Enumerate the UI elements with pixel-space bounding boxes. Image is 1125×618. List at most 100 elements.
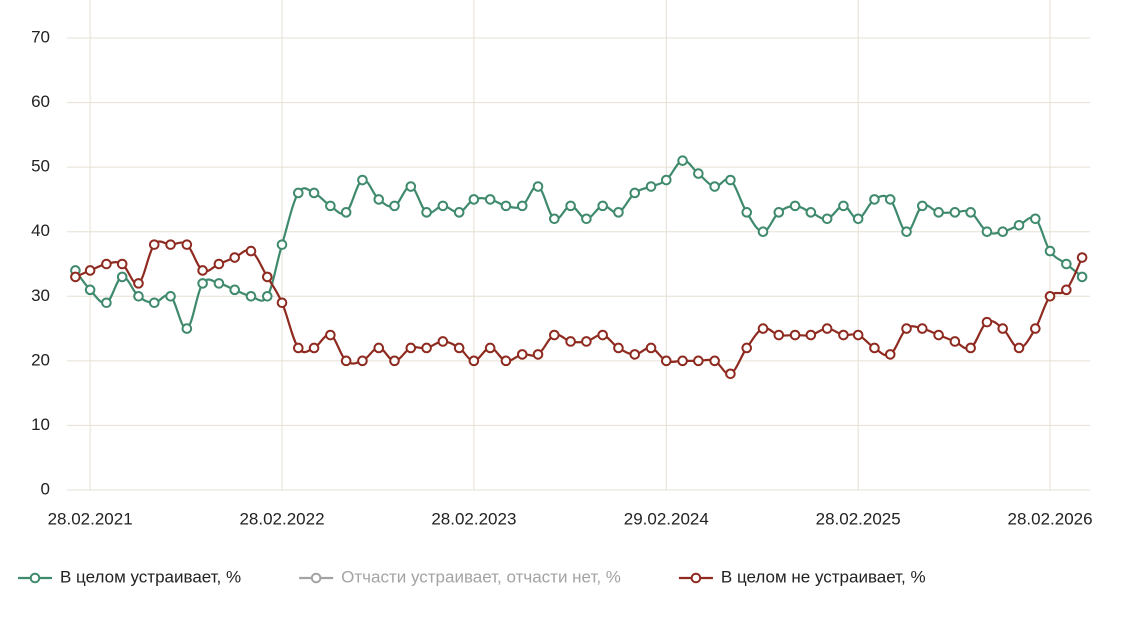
data-point (965, 342, 976, 354)
data-point (949, 207, 961, 218)
data-point (1076, 271, 1088, 283)
data-point (437, 200, 449, 212)
data-point (101, 297, 112, 309)
data-point (197, 278, 208, 289)
data-point (181, 239, 193, 250)
y-tick-label: 10 (31, 415, 50, 434)
data-point (917, 323, 928, 334)
data-point (484, 194, 496, 205)
data-point (565, 336, 576, 347)
data-point (276, 239, 288, 250)
data-point (532, 349, 544, 360)
y-tick-label: 20 (31, 350, 50, 369)
data-point (389, 355, 400, 367)
data-point (532, 181, 544, 192)
data-point (821, 323, 833, 334)
data-point (308, 342, 320, 354)
data-point (468, 194, 480, 205)
data-point (133, 290, 144, 302)
data-point (148, 239, 160, 250)
data-point (213, 258, 225, 270)
x-tick-label: 28.02.2022 (239, 509, 324, 528)
data-point (261, 290, 273, 302)
x-tick-label: 29.02.2024 (624, 509, 709, 528)
legend-label: В целом не устраивает, % (721, 567, 926, 586)
data-point (660, 174, 672, 186)
data-point (293, 342, 304, 354)
data-point (773, 207, 785, 218)
data-point (884, 349, 896, 360)
data-point (453, 342, 465, 354)
data-point (613, 207, 624, 218)
data-point (101, 258, 112, 270)
y-tick-label: 0 (41, 479, 50, 498)
data-point (1030, 323, 1041, 334)
legend-item[interactable]: В целом устраивает, % (18, 567, 241, 586)
data-point (229, 284, 240, 296)
y-tick-label: 60 (31, 92, 50, 111)
data-point (308, 187, 320, 199)
data-point (484, 342, 496, 354)
data-point (677, 155, 688, 166)
data-point (405, 342, 417, 354)
data-point (549, 213, 560, 225)
data-point (229, 252, 240, 263)
data-point (981, 226, 993, 238)
data-point (838, 329, 849, 341)
data-point (421, 342, 432, 354)
legend-marker (29, 572, 41, 584)
series-line (74, 159, 1083, 330)
y-tick-label: 50 (31, 157, 50, 176)
data-point (805, 329, 817, 341)
data-point (741, 207, 753, 218)
data-point (357, 355, 368, 367)
data-point (133, 278, 144, 289)
series-line (74, 240, 1084, 376)
data-point (789, 329, 801, 341)
data-point (709, 355, 720, 367)
data-point (165, 290, 176, 302)
legend-label: В целом устраивает, % (60, 567, 241, 586)
data-point (148, 297, 160, 309)
data-point (949, 336, 961, 347)
data-point (421, 207, 432, 218)
data-point (645, 342, 657, 354)
y-tick-label: 70 (31, 27, 50, 46)
data-point (373, 342, 385, 354)
data-point (516, 200, 528, 212)
y-tick-label: 40 (31, 221, 50, 240)
data-point (261, 271, 273, 283)
data-point (1013, 342, 1025, 354)
data-point (821, 213, 833, 225)
data-point (852, 329, 864, 341)
data-point (933, 207, 944, 218)
data-point (693, 355, 704, 367)
data-point (276, 297, 288, 309)
data-point (581, 213, 592, 225)
data-point (741, 342, 753, 354)
data-point (773, 329, 785, 341)
data-point (1030, 213, 1041, 225)
x-tick-label: 28.02.2025 (816, 509, 901, 528)
data-point (838, 200, 849, 212)
data-point (757, 323, 769, 334)
data-point (660, 355, 672, 367)
data-point (645, 181, 657, 192)
data-point (325, 200, 336, 212)
data-point (70, 271, 81, 283)
data-point (468, 355, 480, 367)
data-point (1076, 252, 1088, 263)
data-point (581, 336, 592, 347)
legend-item[interactable]: Отчасти устраивает, отчасти нет, % (299, 567, 621, 586)
legend-marker (690, 572, 702, 584)
data-point (357, 174, 368, 186)
legend-marker (310, 572, 322, 584)
x-tick-label: 28.02.2023 (431, 509, 516, 528)
data-point (709, 181, 720, 192)
data-point (901, 226, 912, 238)
data-point (500, 355, 512, 367)
legend-item[interactable]: В целом не устраивает, % (678, 567, 926, 586)
data-point (293, 187, 304, 199)
